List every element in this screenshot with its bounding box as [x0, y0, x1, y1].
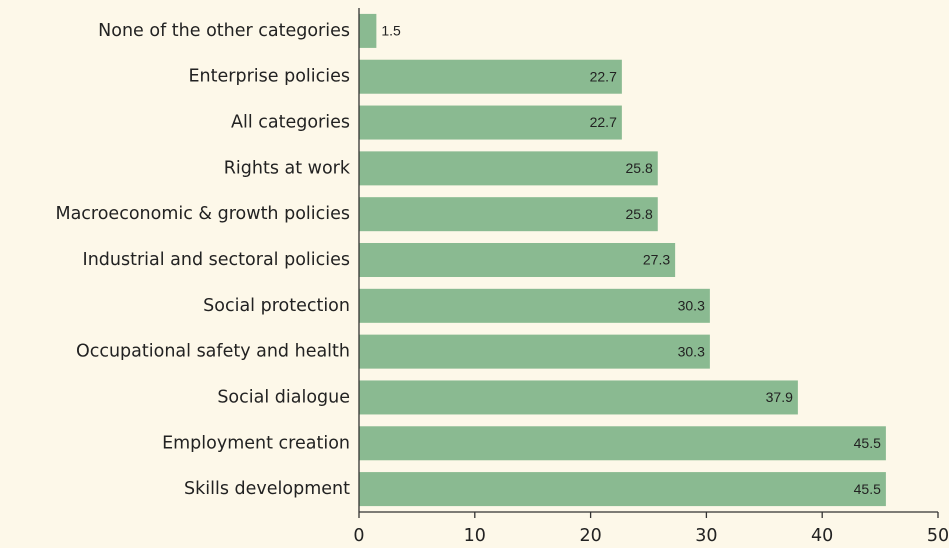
bar [359, 334, 710, 369]
value-label: 45.5 [854, 481, 881, 497]
y-tick-label: None of the other categories [98, 21, 350, 41]
bar [359, 288, 710, 323]
x-tick-label: 0 [353, 526, 364, 546]
value-label: 30.3 [678, 298, 705, 314]
bar [359, 59, 622, 94]
bar [359, 151, 658, 186]
bar [359, 426, 886, 461]
y-tick-label: Social dialogue [217, 387, 350, 407]
x-tick-label: 30 [695, 526, 717, 546]
x-tick-label: 10 [464, 526, 486, 546]
y-tick-label: All categories [231, 113, 350, 133]
value-label: 45.5 [854, 435, 881, 451]
y-tick-label: Social protection [203, 296, 350, 316]
y-tick-label: Skills development [184, 479, 350, 499]
bar [359, 472, 886, 507]
y-tick-label: Occupational safety and health [76, 342, 350, 362]
value-label: 22.7 [590, 114, 617, 130]
value-label: 25.8 [626, 160, 653, 176]
value-label: 22.7 [590, 68, 617, 84]
bar [359, 13, 377, 48]
y-tick-label: Rights at work [224, 158, 351, 178]
bar [359, 105, 622, 140]
bar [359, 243, 676, 277]
value-label: 1.5 [381, 23, 401, 39]
value-label: 25.8 [626, 206, 653, 222]
bar [359, 197, 658, 232]
x-tick-label: 50 [927, 526, 949, 546]
y-tick-label: Macroeconomic & growth policies [55, 204, 350, 224]
value-label: 27.3 [643, 252, 670, 268]
y-tick-label: Industrial and sectoral policies [83, 250, 350, 270]
y-tick-label: Employment creation [162, 433, 350, 453]
x-tick-label: 20 [579, 526, 601, 546]
value-label: 30.3 [678, 343, 705, 359]
y-tick-label: Enterprise policies [189, 67, 351, 87]
bar [359, 380, 798, 415]
x-tick-label: 40 [811, 526, 833, 546]
value-label: 37.9 [766, 389, 793, 405]
